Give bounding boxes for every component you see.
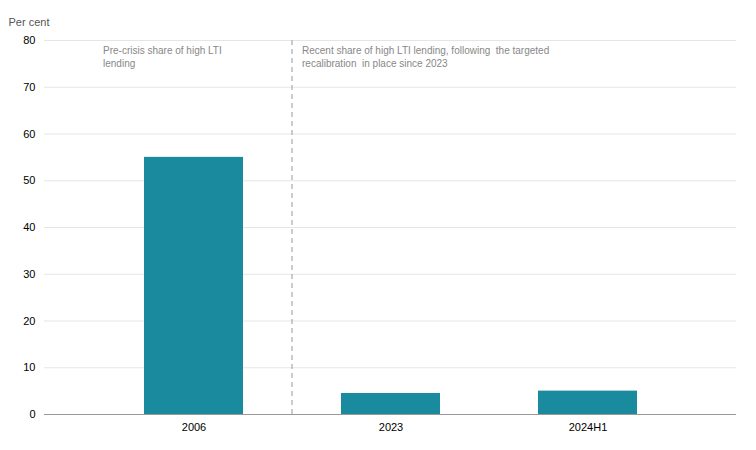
svg-text:50: 50 <box>23 174 35 186</box>
svg-text:0: 0 <box>29 408 35 420</box>
svg-text:Pre-crisis share of high LTIle: Pre-crisis share of high LTIlending <box>103 45 222 69</box>
svg-text:Per cent: Per cent <box>9 16 50 28</box>
svg-text:2024H1: 2024H1 <box>569 421 608 433</box>
svg-text:40: 40 <box>23 221 35 233</box>
svg-text:20: 20 <box>23 315 35 327</box>
svg-text:2023: 2023 <box>379 421 403 433</box>
svg-text:70: 70 <box>23 81 35 93</box>
svg-text:10: 10 <box>23 361 35 373</box>
svg-text:80: 80 <box>23 34 35 46</box>
svg-text:Recent share of high LTI lendi: Recent share of high LTI lending, follow… <box>302 45 549 69</box>
svg-text:60: 60 <box>23 128 35 140</box>
svg-text:2006: 2006 <box>182 421 206 433</box>
svg-text:30: 30 <box>23 268 35 280</box>
